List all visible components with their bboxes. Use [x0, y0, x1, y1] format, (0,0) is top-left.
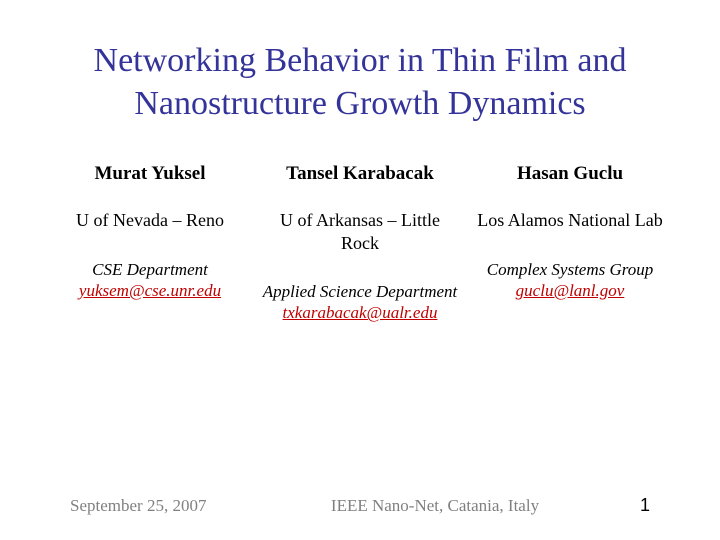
author-name: Murat Yuksel — [50, 163, 250, 185]
author-affiliation: Los Alamos National Lab — [470, 209, 670, 232]
author-department: Complex Systems Group — [470, 260, 670, 280]
slide-footer: September 25, 2007 IEEE Nano-Net, Catani… — [0, 495, 720, 516]
author-email-link[interactable]: yuksem@cse.unr.edu — [79, 281, 221, 300]
author-name: Tansel Karabacak — [260, 163, 460, 185]
author-email-link[interactable]: guclu@lanl.gov — [516, 281, 625, 300]
author-column-1: Murat Yuksel U of Nevada – Reno CSE Depa… — [50, 163, 250, 540]
author-email-link[interactable]: txkarabacak@ualr.edu — [283, 303, 438, 322]
author-affiliation: U of Nevada – Reno — [50, 209, 250, 232]
author-department: CSE Department — [50, 260, 250, 280]
footer-date: September 25, 2007 — [70, 496, 250, 516]
slide-title: Networking Behavior in Thin Film and Nan… — [50, 40, 670, 125]
footer-page-number: 1 — [620, 495, 650, 516]
author-affiliation: U of Arkansas – Little Rock — [260, 209, 460, 254]
footer-venue: IEEE Nano-Net, Catania, Italy — [250, 496, 620, 516]
author-column-3: Hasan Guclu Los Alamos National Lab Comp… — [470, 163, 670, 540]
authors-row: Murat Yuksel U of Nevada – Reno CSE Depa… — [50, 163, 670, 540]
author-name: Hasan Guclu — [470, 163, 670, 185]
author-department: Applied Science Department — [260, 282, 460, 302]
author-column-2: Tansel Karabacak U of Arkansas – Little … — [260, 163, 460, 540]
slide: Networking Behavior in Thin Film and Nan… — [0, 0, 720, 540]
